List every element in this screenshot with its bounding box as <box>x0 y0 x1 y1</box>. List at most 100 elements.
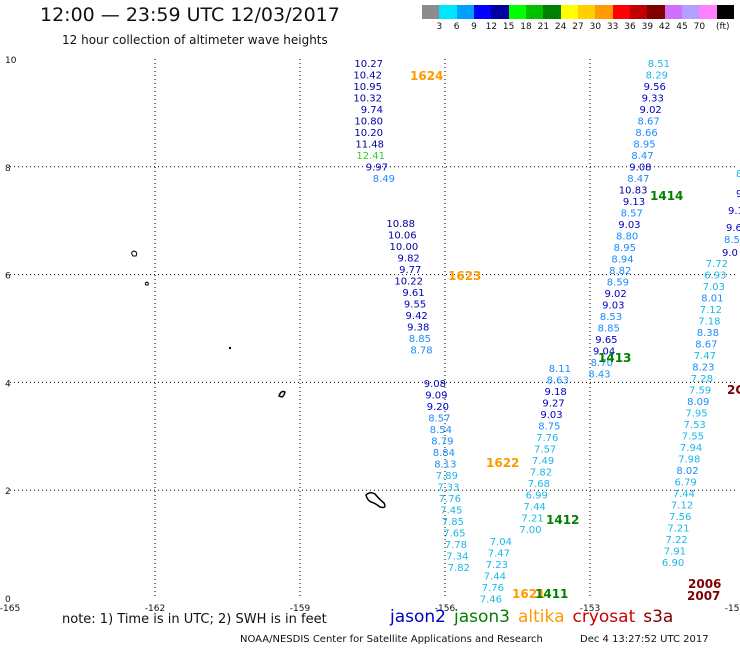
wave-height-value: 7.76 <box>482 583 504 594</box>
color-scale-label: 33 <box>606 22 619 32</box>
wave-height-value: 10.42 <box>353 71 382 82</box>
wave-height-value: 9.02 <box>640 105 662 116</box>
wave-height-value: 8.43 <box>588 370 610 381</box>
wave-height-value: 8.11 <box>549 364 571 375</box>
wave-height-value: 10.88 <box>386 219 415 230</box>
island-outline <box>365 491 386 509</box>
wave-height-value: 8.67 <box>637 117 659 128</box>
legend-jason3: jason3 <box>454 607 510 627</box>
color-scale-label: 42 <box>658 22 671 32</box>
color-scale-label: 36 <box>624 22 636 32</box>
wave-height-value: 7.89 <box>436 471 458 482</box>
x-tick-label: -162 <box>145 604 165 614</box>
wave-height-value: 9.18 <box>545 387 567 398</box>
wave-height-value: 9.38 <box>407 323 429 334</box>
color-scale-label: 12 <box>485 22 498 32</box>
clipped-value: 9.6 <box>726 223 740 234</box>
color-swatch <box>612 5 630 19</box>
wave-height-value: 7.44 <box>673 489 695 500</box>
wave-height-value: 7.28 <box>691 374 713 385</box>
color-scale-label: 9 <box>471 22 477 32</box>
wave-height-value: 9.97 <box>366 163 388 174</box>
wave-height-value: 8.13 <box>434 460 456 471</box>
color-swatch <box>664 5 682 19</box>
wave-height-value: 10.00 <box>390 242 419 253</box>
wave-height-value: 10.22 <box>394 277 423 288</box>
wave-height-value: 8.57 <box>621 209 643 220</box>
wave-height-value: 8.85 <box>598 324 620 335</box>
wave-height-value: 8.47 <box>627 174 649 185</box>
wave-height-value: 7.33 <box>437 483 459 494</box>
wave-height-value: 11.48 <box>355 140 384 151</box>
units-note: note: 1) Time is in UTC; 2) SWH is in fe… <box>62 612 327 627</box>
clipped-value: 2C <box>727 383 740 397</box>
y-tick-label: 8 <box>5 164 11 174</box>
wave-height-value: 8.09 <box>687 397 709 408</box>
wave-height-value: 7.21 <box>521 514 543 525</box>
wave-height-value: 7.04 <box>490 537 512 548</box>
wave-height-value: 7.82 <box>530 468 552 479</box>
wave-height-value: 8.53 <box>600 312 622 323</box>
color-swatch <box>525 5 544 19</box>
color-scale-label: 45 <box>676 22 688 32</box>
wave-height-value: 10.06 <box>388 231 417 242</box>
wave-height-value: 9.03 <box>602 301 624 312</box>
wave-height-value: 7.55 <box>682 432 704 443</box>
wave-height-value: 8.59 <box>607 278 629 289</box>
wave-height-value: 8.95 <box>633 140 655 151</box>
wave-height-value: 8.01 <box>701 294 723 305</box>
wave-height-value: 9.65 <box>595 335 617 346</box>
legend-altika: altika <box>518 607 565 627</box>
y-tick-label: 10 <box>5 56 17 66</box>
wave-height-value: 7.21 <box>667 524 689 535</box>
pass-id-label: 1411 <box>535 587 568 601</box>
wave-height-value: 7.56 <box>669 512 691 523</box>
wave-height-value: 8.70 <box>591 358 613 369</box>
wave-height-value: 7.47 <box>488 549 510 560</box>
wave-height-value: 7.85 <box>442 517 464 528</box>
wave-height-value: 9.56 <box>644 82 666 93</box>
pass-id-label: 1624 <box>410 69 443 83</box>
wave-height-value: 9.42 <box>406 311 428 322</box>
wave-height-value: 7.03 <box>703 282 725 293</box>
wave-height-value: 8.66 <box>635 128 657 139</box>
wave-height-value: 7.12 <box>700 305 722 316</box>
wave-height-value: 7.49 <box>532 456 554 467</box>
pass-id-label: 2007 <box>687 589 720 603</box>
color-scale-label: 27 <box>572 22 584 32</box>
x-tick-label: -153 <box>580 604 600 614</box>
wave-height-value: 7.59 <box>689 386 711 397</box>
color-swatch <box>681 5 700 19</box>
x-tick-label: -150 <box>725 604 740 614</box>
color-scale-label: 15 <box>502 22 515 32</box>
y-tick-label: 0 <box>5 595 11 605</box>
wave-height-value: 8.75 <box>538 422 560 433</box>
x-tick-label: -156 <box>435 604 456 614</box>
wave-height-value: 8.23 <box>692 363 714 374</box>
wave-height-value: 7.22 <box>666 535 688 546</box>
color-swatch <box>422 5 440 19</box>
wave-height-value: 7.00 <box>519 525 541 536</box>
wave-height-value: 10.32 <box>353 94 382 105</box>
color-swatch <box>577 5 596 19</box>
wave-height-value: 7.47 <box>694 351 716 362</box>
color-swatch <box>439 5 457 19</box>
wave-height-value: 7.46 <box>480 595 502 606</box>
island-outline <box>228 346 232 350</box>
wave-height-value: 8.49 <box>373 174 395 185</box>
legend-jason2: jason2 <box>390 607 446 627</box>
wave-height-value: 8.95 <box>614 243 636 254</box>
color-scale-label: 39 <box>641 22 654 32</box>
wave-height-value: 7.18 <box>698 317 720 328</box>
wave-height-value: 10.95 <box>353 82 382 93</box>
island-outline <box>131 250 138 257</box>
wave-height-value: 6.79 <box>675 478 697 489</box>
wave-height-value: 9.77 <box>399 265 421 276</box>
wave-height-value: 8.80 <box>616 232 638 243</box>
color-scale-label: 3 <box>436 22 443 32</box>
clipped-value: 8 <box>736 169 740 180</box>
color-swatch <box>473 5 492 19</box>
wave-height-value: 7.95 <box>685 409 707 420</box>
wave-height-value: 9.27 <box>542 399 564 410</box>
color-swatch <box>716 5 734 19</box>
